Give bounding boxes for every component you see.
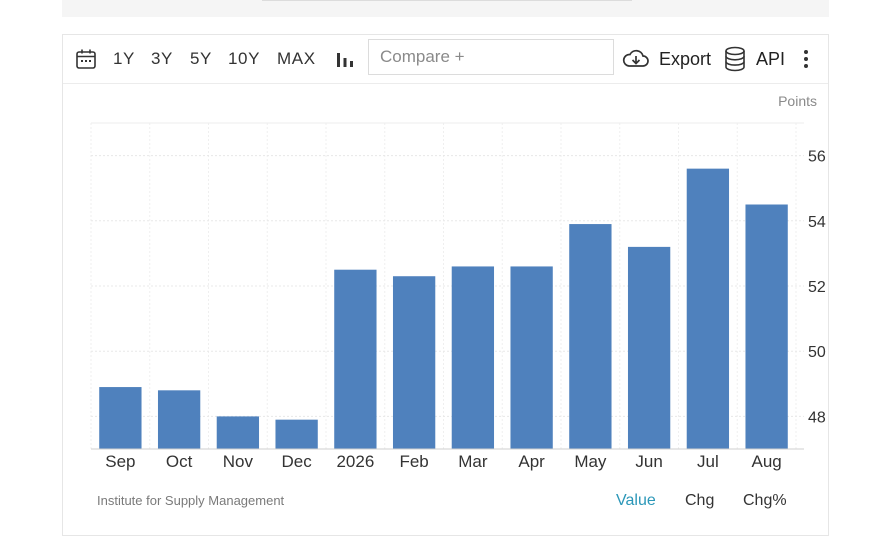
y-axis-unit-label: Points — [778, 93, 817, 109]
source-credit: Institute for Supply Management — [97, 493, 285, 508]
top-stub — [62, 0, 829, 17]
y-tick-label: 50 — [808, 344, 826, 361]
bar-jun — [627, 246, 671, 449]
x-tick-label: Aug — [752, 452, 782, 471]
x-tick-label: Jun — [635, 452, 662, 471]
compare-input[interactable] — [368, 39, 614, 75]
range-10y-button[interactable]: 10Y — [228, 49, 261, 68]
chart-card: 1Y 3Y 5Y 10Y MAX Export API P — [62, 34, 829, 536]
range-5y-button[interactable]: 5Y — [190, 49, 212, 68]
database-icon[interactable] — [724, 46, 746, 72]
bar-dec — [275, 419, 318, 449]
bar-jul — [686, 168, 730, 449]
cloud-download-icon[interactable] — [622, 47, 650, 71]
y-tick-label: 48 — [808, 409, 826, 426]
chart-toolbar: 1Y 3Y 5Y 10Y MAX Export API — [63, 35, 828, 84]
bar-feb — [392, 276, 436, 449]
range-max-button[interactable]: MAX — [277, 49, 316, 68]
api-button[interactable]: API — [756, 49, 786, 69]
x-tick-label: May — [574, 452, 607, 471]
mode-value-tab[interactable]: Value — [616, 492, 656, 509]
bar-oct — [157, 390, 201, 449]
x-tick-label: Jul — [697, 452, 719, 471]
x-tick-label: Feb — [399, 452, 428, 471]
bar-mar — [451, 266, 495, 449]
y-tick-label: 52 — [808, 279, 826, 296]
bar-sep — [99, 387, 142, 449]
y-tick-label: 56 — [808, 149, 826, 166]
mode-chg-percent-tab[interactable]: Chg% — [743, 492, 787, 509]
x-tick-label: Dec — [282, 452, 313, 471]
range-3y-button[interactable]: 3Y — [151, 49, 173, 68]
x-tick-label: Sep — [105, 452, 135, 471]
top-stub-line — [262, 0, 632, 1]
bar-nov — [216, 416, 260, 449]
bar-apr — [510, 266, 553, 449]
export-button[interactable]: Export — [659, 49, 712, 69]
x-tick-label: Nov — [223, 452, 254, 471]
bar-2026 — [334, 269, 377, 449]
range-1y-button[interactable]: 1Y — [113, 49, 135, 68]
x-tick-label: Oct — [166, 452, 193, 471]
bar-may — [569, 224, 612, 449]
x-tick-label: Apr — [518, 452, 545, 471]
x-tick-label: 2026 — [336, 452, 374, 471]
more-vertical-icon[interactable] — [801, 49, 811, 69]
bar-chart-icon[interactable] — [335, 49, 355, 69]
x-tick-label: Mar — [458, 452, 488, 471]
mode-chg-tab[interactable]: Chg — [685, 492, 715, 509]
calendar-icon[interactable] — [75, 48, 97, 70]
bar-chart: 48 50 52 54 56 Sep Oct Nov Dec 2026 Feb Mar Apr May Ju… — [90, 122, 826, 471]
bar-aug — [745, 204, 788, 449]
y-tick-label: 54 — [808, 214, 826, 231]
